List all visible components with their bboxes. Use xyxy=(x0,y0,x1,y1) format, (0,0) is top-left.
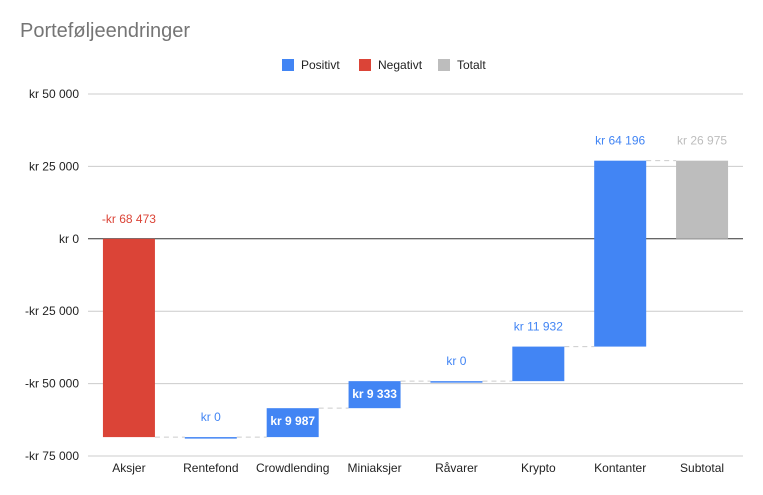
legend-swatch xyxy=(359,59,371,71)
chart-title: Porteføljeendringer xyxy=(20,20,191,42)
legend-label: Negativt xyxy=(378,58,423,72)
bar-crowdlending xyxy=(266,408,319,438)
bar-råvarer xyxy=(430,381,483,383)
legend-label: Totalt xyxy=(457,58,486,72)
bar-aksjer xyxy=(102,238,155,438)
x-category-label: Kontanter xyxy=(594,461,646,475)
x-category-label: Rentefond xyxy=(183,461,238,475)
y-axis: kr 50 000 kr 25 000 kr 0 -kr 25 000 -kr 50 0… xyxy=(25,87,79,463)
bar-kontanter xyxy=(594,160,647,347)
bar-subtotal xyxy=(676,160,729,239)
y-tick-label: kr 50 000 xyxy=(29,87,79,101)
x-category-label: Subtotal xyxy=(680,461,724,475)
bar-krypto xyxy=(512,346,565,382)
bars xyxy=(102,160,729,439)
data-label: kr 0 xyxy=(446,354,466,368)
legend-swatch xyxy=(282,59,294,71)
x-category-label: Aksjer xyxy=(112,461,145,475)
data-label: kr 26 975 xyxy=(677,134,727,148)
data-label: -kr 68 473 xyxy=(102,212,156,226)
data-label: kr 0 xyxy=(201,410,221,424)
legend: Positivt Negativt Totalt xyxy=(282,58,486,72)
x-category-label: Crowdlending xyxy=(256,461,329,475)
data-label: kr 9 987 xyxy=(270,414,315,428)
y-tick-label: -kr 25 000 xyxy=(25,304,79,318)
data-label: kr 64 196 xyxy=(595,134,645,148)
y-tick-label: kr 0 xyxy=(59,232,79,246)
connector-lines xyxy=(154,160,677,438)
bar-miniaksjer xyxy=(348,381,401,409)
y-tick-label: -kr 50 000 xyxy=(25,377,79,391)
data-label: kr 11 932 xyxy=(514,320,563,334)
data-label: kr 9 333 xyxy=(352,387,397,401)
x-category-label: Krypto xyxy=(521,461,556,475)
legend-label: Positivt xyxy=(301,58,340,72)
x-category-label: Råvarer xyxy=(435,461,478,475)
y-tick-label: -kr 75 000 xyxy=(25,449,79,463)
bar-rentefond xyxy=(184,437,237,439)
y-tick-label: kr 25 000 xyxy=(29,159,79,173)
x-category-label: Miniaksjer xyxy=(348,461,402,475)
data-labels: -kr 68 473 kr 0 kr 9 987 kr 9 333 kr 0 kr 11 … xyxy=(102,134,727,428)
x-axis: Aksjer Rentefond Crowdlending Miniaksjer Råv… xyxy=(112,461,724,475)
legend-swatch xyxy=(438,59,450,71)
